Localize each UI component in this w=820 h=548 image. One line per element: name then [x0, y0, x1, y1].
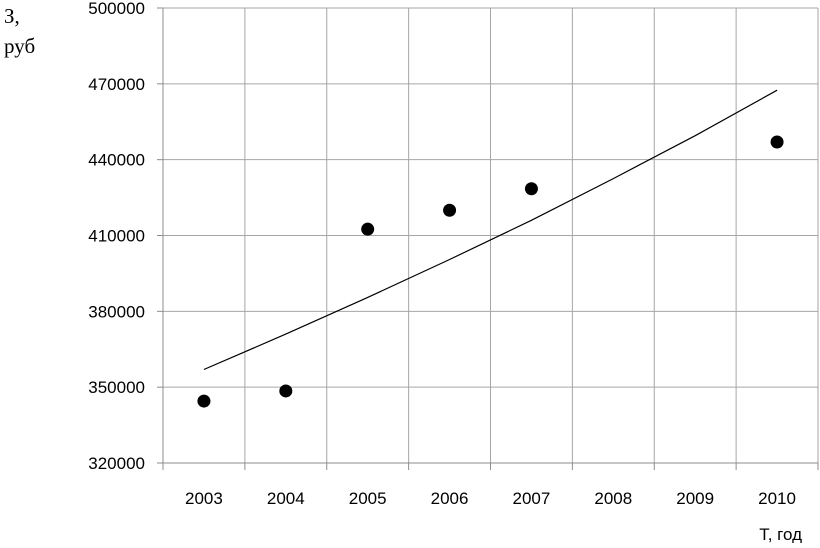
x-tick-label: 2003 — [185, 489, 223, 508]
y-axis-label-line-2: руб — [4, 34, 35, 58]
x-axis-label: Т, год — [759, 525, 802, 543]
data-point — [197, 394, 211, 408]
data-point — [361, 222, 375, 236]
y-axis-label-line-1: З, — [4, 4, 20, 28]
x-tick-label: 2008 — [594, 489, 632, 508]
x-tick-label: 2005 — [349, 489, 387, 508]
axes — [157, 7, 819, 470]
x-tick-label: 2006 — [431, 489, 469, 508]
x-tick-label: 2009 — [676, 489, 714, 508]
y-tick-label: 350000 — [88, 378, 145, 397]
data-point — [524, 182, 538, 196]
y-tick-label: 470000 — [88, 75, 145, 94]
x-tick-label: 2004 — [267, 489, 305, 508]
y-tick-label: 410000 — [88, 227, 145, 246]
trend-series — [203, 89, 778, 371]
point-series — [197, 135, 784, 408]
data-point — [770, 135, 784, 149]
x-tick-label: 2007 — [513, 489, 551, 508]
data-point — [443, 203, 457, 217]
y-tick-label: 320000 — [88, 454, 145, 473]
tick-labels: 320000 350000 380000 410000 440000 470000 5000… — [88, 0, 796, 508]
data-point — [279, 384, 293, 398]
y-tick-label: 440000 — [88, 151, 145, 170]
y-tick-label: 380000 — [88, 302, 145, 321]
grid — [163, 7, 819, 464]
x-tick-label: 2010 — [758, 489, 796, 508]
y-tick-label: 500000 — [88, 0, 145, 18]
trend-line — [203, 89, 778, 371]
